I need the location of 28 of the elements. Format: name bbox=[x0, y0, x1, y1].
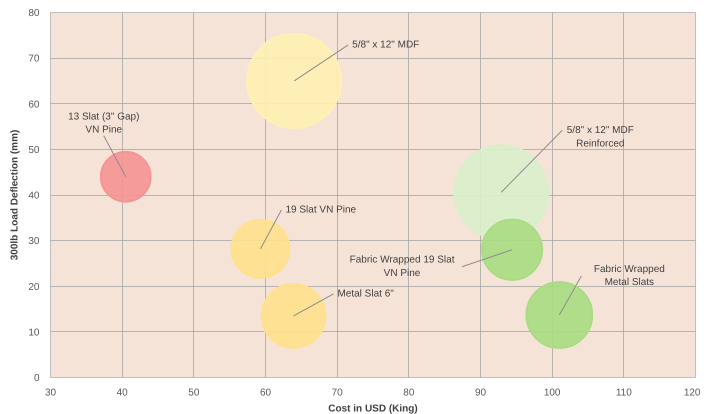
x-tick-label: 90 bbox=[474, 388, 486, 398]
y-tick-label: 70 bbox=[28, 54, 40, 65]
x-tick-label: 60 bbox=[260, 388, 272, 398]
y-tick-label: 0 bbox=[34, 373, 40, 384]
annotation: 13 Slat (3" Gap) VN Pine bbox=[68, 112, 140, 136]
annotation: Metal Slat 6" bbox=[337, 288, 394, 300]
y-tick-label: 20 bbox=[28, 282, 40, 293]
x-tick-label: 110 bbox=[616, 388, 632, 398]
annotation: Fabric Wrapped 19 Slat VN Pine bbox=[350, 254, 455, 279]
annotation: 19 Slat VN Pine bbox=[285, 204, 357, 216]
y-tick-label: 80 bbox=[28, 8, 40, 19]
y-tick-label: 60 bbox=[28, 99, 40, 110]
annotation: 5/8" x 12" MDF Reinforced bbox=[566, 125, 634, 150]
x-tick-label: 50 bbox=[188, 388, 200, 398]
x-tick-label: 80 bbox=[403, 388, 415, 398]
annotation: 5/8" x 12" MDF bbox=[352, 39, 420, 50]
x-axis-title: Cost in USD (King) bbox=[328, 404, 418, 414]
y-tick-label: 10 bbox=[28, 327, 40, 338]
y-tick-label: 40 bbox=[28, 190, 40, 202]
y-axis-title: 300lb Load Deflection (mm) bbox=[9, 130, 20, 260]
x-tick-label: 40 bbox=[116, 388, 128, 398]
y-tick-label: 30 bbox=[28, 236, 40, 248]
x-tick-label: 120 bbox=[684, 388, 701, 398]
x-tick-label: 100 bbox=[544, 388, 561, 398]
x-tick-label: 70 bbox=[332, 388, 344, 398]
annotation: Fabric Wrapped Metal Slats bbox=[594, 264, 665, 288]
y-tick-label: 50 bbox=[28, 144, 40, 156]
x-tick-label: 30 bbox=[44, 388, 56, 398]
